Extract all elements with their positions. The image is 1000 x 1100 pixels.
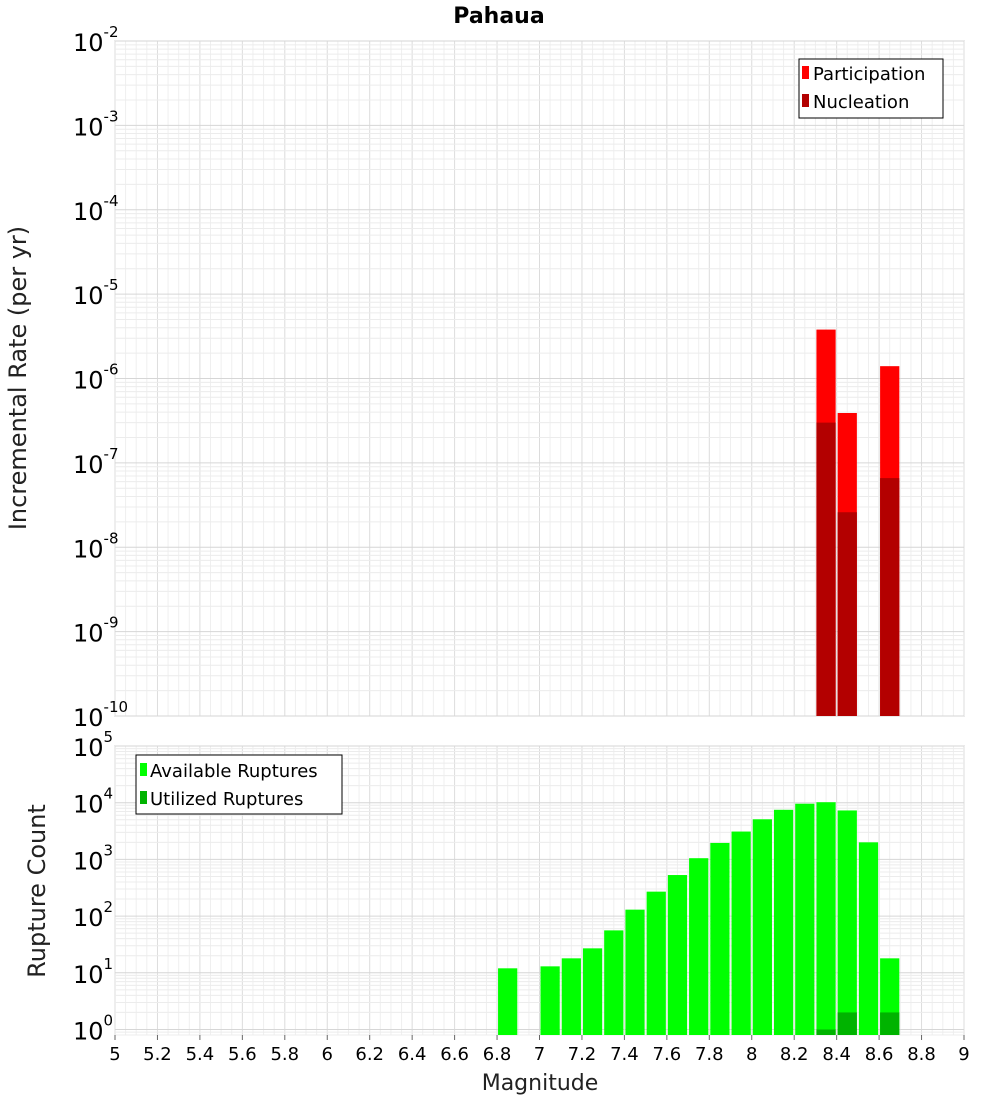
count-available-ruptures-bar	[710, 842, 730, 1035]
count-available-ruptures-bar	[689, 858, 709, 1035]
legend-swatch-utilized-ruptures	[140, 791, 147, 804]
x-tick-label: 7	[534, 1044, 545, 1065]
rate-y-ticks: 10-10 10-9 10-8 10-7 10-6 10-5 10-4 10-3 10-2	[73, 23, 128, 732]
count-y-axis-label: Rupture Count	[23, 804, 51, 978]
x-tick-label: 8.8	[907, 1044, 936, 1065]
count-available-ruptures-bar	[858, 842, 879, 1035]
x-tick-label: 6.2	[355, 1044, 384, 1065]
x-tick-label: 6	[322, 1044, 333, 1065]
count-y-ticks: 100 101 102 103 104 105	[73, 728, 113, 1046]
x-tick-label: 6.8	[483, 1044, 512, 1065]
rate-y-axis-label: Incremental Rate (per yr)	[4, 226, 32, 530]
y-tick-label: 10-3	[73, 107, 119, 141]
count-utilized-ruptures-bar	[880, 1012, 900, 1035]
x-tick-label: 8.2	[780, 1044, 809, 1065]
x-tick-label: 9	[958, 1044, 969, 1065]
rate-nucleation-bar	[837, 512, 857, 716]
count-available-ruptures-bar	[498, 968, 518, 1035]
chart-title: Pahaua	[453, 4, 544, 29]
legend-label-utilized-ruptures: Utilized Ruptures	[150, 789, 303, 810]
count-available-ruptures-bar	[667, 875, 688, 1035]
x-tick-label: 6.6	[440, 1044, 469, 1065]
count-available-ruptures-bar	[646, 891, 666, 1035]
count-available-ruptures-bar	[816, 802, 836, 1035]
count-legend-box	[135, 754, 343, 815]
rate-nucleation-bar	[880, 478, 900, 716]
x-tick-label: 5.4	[186, 1044, 215, 1065]
x-tick-label: 5.8	[270, 1044, 299, 1065]
y-tick-label: 100	[73, 1012, 113, 1046]
count-gridlines	[114, 745, 965, 1036]
legend-swatch-available-ruptures	[140, 763, 147, 776]
x-tick-label: 7.4	[610, 1044, 639, 1065]
y-tick-label: 101	[73, 955, 113, 989]
count-available-ruptures-bar	[731, 831, 751, 1035]
x-tick-label: 5.6	[228, 1044, 257, 1065]
y-tick-label: 10-4	[73, 192, 119, 226]
x-tick-label: 7.2	[568, 1044, 597, 1065]
x-tick-labels: 5 5.2 5.4 5.6 5.8 6 6.2 6.4 6.6 6.8 7 7.2 7.4 7.6 7.8 8…	[109, 1035, 970, 1065]
rate-nucleation-bar	[816, 422, 836, 716]
x-tick-label: 5.2	[143, 1044, 172, 1065]
legend-label-nucleation: Nucleation	[813, 92, 909, 113]
count-available-ruptures-bar	[561, 958, 581, 1035]
y-tick-label: 104	[73, 785, 113, 819]
x-tick-label: 5	[109, 1044, 120, 1065]
x-tick-label: 8.4	[822, 1044, 851, 1065]
y-tick-label: 10-10	[73, 698, 128, 732]
count-bars	[498, 802, 900, 1035]
count-available-ruptures-bar	[795, 803, 815, 1035]
count-legend: Available Ruptures Utilized Ruptures	[135, 754, 343, 815]
rate-legend-box	[798, 58, 944, 119]
y-tick-label: 102	[73, 898, 113, 932]
legend-label-participation: Participation	[813, 64, 925, 85]
count-available-ruptures-bar	[625, 909, 645, 1035]
y-tick-label: 103	[73, 841, 113, 875]
x-tick-label: 7.8	[695, 1044, 724, 1065]
y-tick-label: 10-9	[73, 614, 119, 648]
count-available-ruptures-bar	[752, 819, 772, 1035]
x-axis-label: Magnitude	[482, 1071, 599, 1096]
y-tick-label: 10-6	[73, 361, 119, 395]
count-available-ruptures-bar	[540, 966, 560, 1035]
count-available-ruptures-bar	[604, 930, 624, 1035]
x-tick-label: 8	[746, 1044, 757, 1065]
count-utilized-ruptures-bar	[837, 1012, 857, 1035]
count-available-ruptures-bar	[773, 809, 794, 1035]
y-tick-label: 10-7	[73, 445, 119, 479]
x-tick-label: 7.6	[653, 1044, 682, 1065]
y-tick-label: 10-5	[73, 276, 119, 310]
count-available-ruptures-bar	[582, 948, 603, 1035]
rate-gridlines	[114, 40, 965, 717]
y-tick-label: 10-8	[73, 529, 119, 563]
legend-swatch-participation	[802, 66, 809, 79]
rate-bars	[816, 329, 900, 716]
legend-swatch-nucleation	[802, 94, 809, 107]
rate-legend: Participation Nucleation	[798, 58, 944, 119]
y-tick-label: 105	[73, 728, 113, 762]
legend-label-available-ruptures: Available Ruptures	[150, 761, 318, 782]
y-tick-label: 10-2	[73, 23, 119, 57]
count-utilized-ruptures-bar	[816, 1029, 836, 1035]
count-available-ruptures-bar	[837, 810, 857, 1035]
x-tick-label: 8.6	[865, 1044, 894, 1065]
x-tick-label: 6.4	[398, 1044, 427, 1065]
